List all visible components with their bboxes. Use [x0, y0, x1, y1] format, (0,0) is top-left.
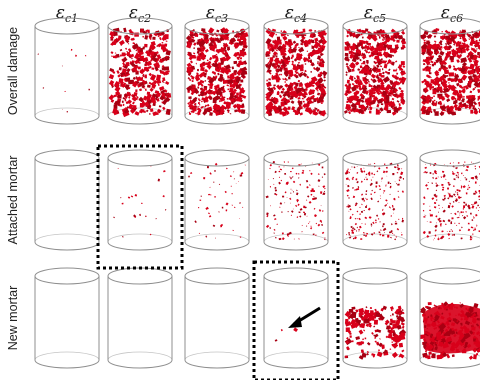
damage-cloud-1-5	[422, 161, 480, 241]
cylinder-1-1	[107, 149, 173, 251]
cylinder-0-4	[342, 17, 408, 125]
damage-cloud-2-4	[344, 305, 407, 360]
damage-cloud-0-0	[37, 48, 91, 113]
damage-cloud-0-5	[420, 27, 480, 117]
cylinder-2-4	[342, 267, 408, 369]
cylinder-1-3	[263, 149, 329, 251]
column-header-c5: εc5	[364, 3, 386, 25]
damage-cloud-2-3	[274, 327, 299, 342]
row-label-1: Attached mortar	[6, 156, 20, 245]
cylinder-1-4	[342, 149, 408, 251]
row-label-2: New mortar	[6, 286, 20, 351]
cylinder-1-5	[419, 149, 480, 251]
cylinder-0-5	[419, 17, 480, 125]
column-header-c3: εc3	[206, 3, 228, 25]
damage-cloud-0-3	[264, 27, 328, 117]
cylinder-2-3	[263, 267, 329, 369]
cylinder-2-1	[107, 267, 173, 369]
damage-cloud-1-1	[113, 165, 167, 238]
column-header-c6: εc6	[441, 3, 463, 25]
highlight-box-1	[252, 260, 340, 380]
damage-cloud-1-3	[265, 161, 326, 241]
cylinder-2-2	[184, 267, 250, 369]
cylinder-2-0	[34, 267, 100, 369]
cylinder-0-3	[263, 17, 329, 125]
damage-cloud-2-5	[419, 301, 480, 360]
cylinder-1-2	[184, 149, 250, 251]
cylinder-0-2	[184, 17, 250, 125]
highlight-box-0	[96, 144, 184, 270]
column-header-c4: εc4	[285, 3, 307, 25]
damage-cloud-1-4	[344, 162, 405, 241]
cylinder-2-5	[419, 267, 480, 369]
column-header-c2: εc2	[129, 3, 151, 25]
damage-cloud-1-2	[188, 162, 246, 239]
cylinder-0-1	[107, 17, 173, 125]
arrow-icon	[288, 306, 321, 328]
damage-cloud-0-4	[343, 28, 407, 116]
cylinder-0-0	[34, 17, 100, 125]
column-header-c1: εc1	[56, 3, 78, 25]
damage-cloud-0-1	[108, 27, 172, 118]
cylinder-1-0	[34, 149, 100, 251]
row-label-0: Overall damage	[6, 27, 20, 115]
damage-cloud-0-2	[185, 27, 249, 116]
